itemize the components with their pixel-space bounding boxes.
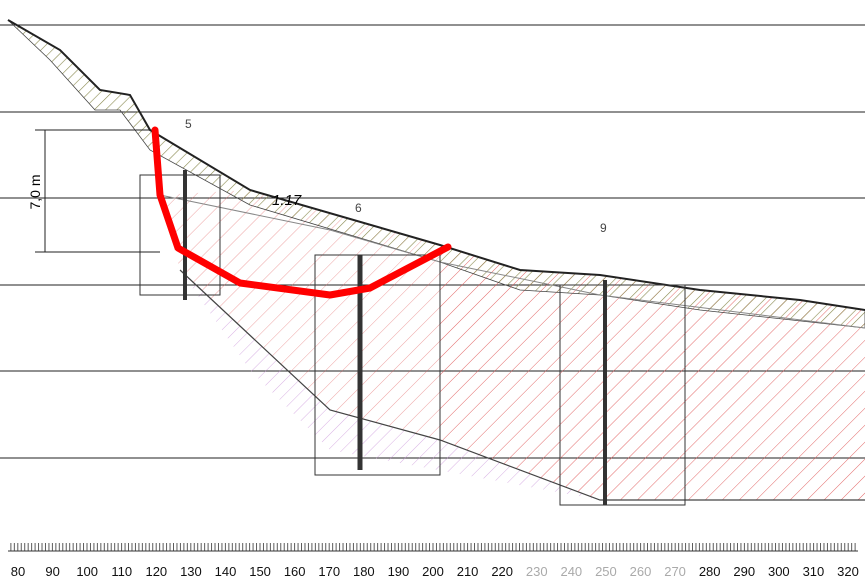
scale-label: 90 (45, 564, 59, 579)
height-dimension (35, 130, 160, 252)
scale-label: 130 (180, 564, 202, 579)
scale-label: 220 (491, 564, 513, 579)
scale-label: 190 (388, 564, 410, 579)
scale-label: 320 (837, 564, 859, 579)
scale-label: 310 (803, 564, 825, 579)
scale-label: 140 (215, 564, 237, 579)
scale-label: 120 (145, 564, 167, 579)
scale-label: 110 (111, 564, 132, 579)
scale-label: 230 (526, 564, 548, 579)
scale-label: 280 (699, 564, 721, 579)
scale-label: 200 (422, 564, 444, 579)
scale-label: 170 (318, 564, 340, 579)
scale-label: 100 (76, 564, 98, 579)
scale-label: 260 (630, 564, 652, 579)
cross-section: 7,0 m 1.17 5 6 9 80 90 100 110 120 130 140 150 1… (0, 0, 865, 581)
section-label: 9 (600, 221, 607, 235)
scale-label: 160 (284, 564, 306, 579)
scale-label: 180 (353, 564, 375, 579)
scale-bar (8, 543, 858, 551)
safety-factor: 1.17 (272, 192, 302, 209)
scale-label: 80 (11, 564, 25, 579)
section-label: 5 (185, 117, 192, 131)
scale-label: 300 (768, 564, 790, 579)
scale-label: 270 (664, 564, 686, 579)
scale-labels: 80 90 100 110 120 130 140 150 160 170 180 190 200 210… (11, 564, 859, 579)
scale-label: 290 (733, 564, 755, 579)
scale-label: 210 (457, 564, 479, 579)
section-label: 6 (355, 201, 362, 215)
scale-label: 250 (595, 564, 617, 579)
scale-label: 150 (249, 564, 271, 579)
height-label: 7,0 m (27, 174, 43, 209)
scale-label: 240 (560, 564, 582, 579)
